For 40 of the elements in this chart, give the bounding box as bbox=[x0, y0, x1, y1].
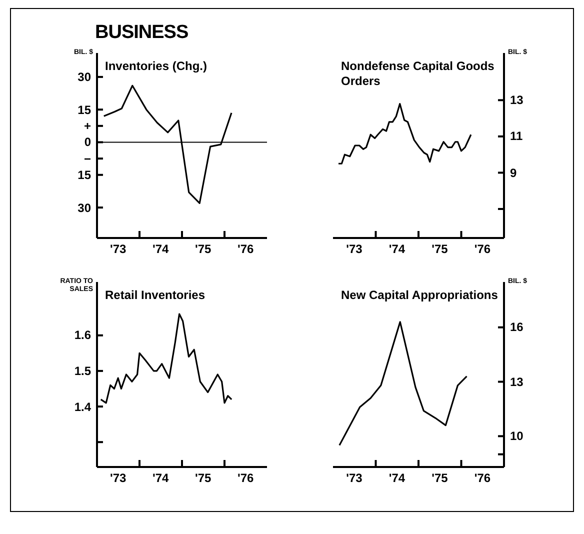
line-series bbox=[100, 313, 232, 404]
y2-tick-label: 11 bbox=[510, 128, 523, 144]
y-tick-label: 30 bbox=[78, 200, 91, 216]
x-tick-label: '76 bbox=[474, 242, 491, 256]
x-tick-label: '75 bbox=[194, 470, 212, 485]
x-tick-label: '74 bbox=[152, 470, 169, 485]
line-series bbox=[338, 321, 468, 446]
y-tick-label: 1.4 bbox=[74, 398, 91, 415]
y-tick-label: 1.6 bbox=[74, 327, 91, 344]
line-series bbox=[338, 102, 472, 164]
y2-tick-label: 10 bbox=[510, 428, 524, 444]
x-tick-label: '74 bbox=[388, 470, 406, 485]
y-tick-label: 30 bbox=[78, 68, 91, 85]
y2-tick-label: 16 bbox=[510, 319, 524, 336]
x-tick-label: '73 bbox=[346, 242, 363, 256]
y-tick-label: 1.5 bbox=[74, 362, 91, 379]
x-tick-label: '73 bbox=[346, 470, 363, 485]
x-tick-label: '74 bbox=[388, 242, 406, 256]
y-tick-label: 15 bbox=[78, 102, 91, 118]
x-tick-label: '73 bbox=[110, 242, 126, 256]
text: BUSINESS bbox=[95, 22, 188, 44]
text: Nondefense Capital Goods Orders bbox=[341, 59, 496, 89]
y-tick-label: 15 bbox=[78, 166, 91, 183]
y2-tick-label: 13 bbox=[510, 92, 524, 108]
x-tick-label: '75 bbox=[194, 242, 212, 256]
x-tick-label: '73 bbox=[110, 470, 126, 485]
y-tick-label: − bbox=[84, 150, 91, 167]
x-tick-label: '75 bbox=[432, 242, 448, 256]
y-tick-label: + bbox=[84, 118, 91, 134]
x-tick-label: '75 bbox=[432, 470, 448, 485]
x-tick-label: '76 bbox=[238, 242, 254, 256]
y2-tick-label: 13 bbox=[510, 374, 524, 390]
text: Inventories (Chg.) bbox=[105, 59, 208, 74]
text: Retail Inventories bbox=[105, 288, 206, 303]
x-tick-label: '76 bbox=[474, 470, 491, 485]
y-tick-label: 0 bbox=[84, 134, 91, 150]
x-tick-label: '76 bbox=[238, 470, 254, 485]
x-tick-label: '74 bbox=[152, 242, 169, 256]
text: New Capital Appropriations bbox=[341, 288, 499, 303]
y2-tick-label: 9 bbox=[510, 164, 517, 181]
